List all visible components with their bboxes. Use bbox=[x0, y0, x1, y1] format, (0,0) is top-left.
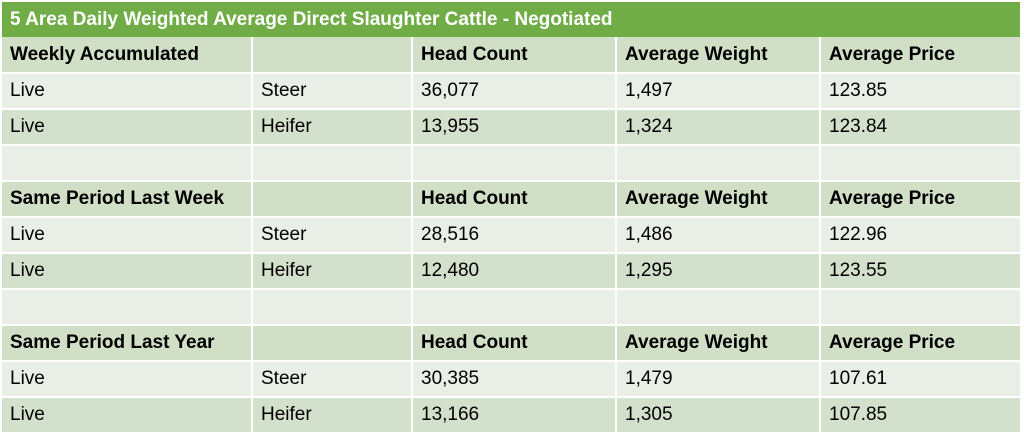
cell-average-weight: 1,479 bbox=[616, 361, 821, 398]
cell-type: Live bbox=[2, 397, 253, 434]
empty-cell bbox=[820, 145, 1020, 182]
cell-type: Live bbox=[2, 109, 253, 146]
cell-head-count: 28,516 bbox=[412, 217, 617, 254]
cell-class: Steer bbox=[252, 73, 413, 110]
empty-cell bbox=[252, 181, 413, 218]
cell-average-weight: 1,305 bbox=[616, 397, 821, 434]
cell-head-count: 13,955 bbox=[412, 109, 617, 146]
cell-head-count: 12,480 bbox=[412, 253, 617, 290]
column-header-average-price: Average Price bbox=[820, 37, 1020, 74]
column-header-average-price: Average Price bbox=[820, 181, 1020, 218]
cell-class: Steer bbox=[252, 217, 413, 254]
column-header-average-weight: Average Weight bbox=[616, 325, 821, 362]
empty-cell bbox=[252, 37, 413, 74]
cell-type: Live bbox=[2, 217, 253, 254]
cattle-report-table: Weekly Accumulated Head Count Average We… bbox=[2, 37, 1020, 434]
table-row: Live Heifer 12,480 1,295 123.55 bbox=[2, 253, 1020, 290]
cell-average-weight: 1,295 bbox=[616, 253, 821, 290]
empty-cell bbox=[2, 145, 253, 182]
cell-class: Heifer bbox=[252, 397, 413, 434]
table-row: Live Heifer 13,166 1,305 107.85 bbox=[2, 397, 1020, 434]
cell-class: Steer bbox=[252, 361, 413, 398]
cell-average-price: 123.85 bbox=[820, 73, 1020, 110]
cell-class: Heifer bbox=[252, 253, 413, 290]
column-header-head-count: Head Count bbox=[412, 37, 617, 74]
cell-class: Heifer bbox=[252, 109, 413, 146]
cell-average-price: 107.61 bbox=[820, 361, 1020, 398]
cell-head-count: 30,385 bbox=[412, 361, 617, 398]
cell-average-weight: 1,486 bbox=[616, 217, 821, 254]
empty-cell bbox=[2, 289, 253, 326]
empty-cell bbox=[252, 325, 413, 362]
cell-average-price: 122.96 bbox=[820, 217, 1020, 254]
spacer-row bbox=[2, 145, 1020, 182]
cell-head-count: 13,166 bbox=[412, 397, 617, 434]
section-label: Weekly Accumulated bbox=[2, 37, 253, 74]
cell-average-price: 123.84 bbox=[820, 109, 1020, 146]
empty-cell bbox=[616, 145, 821, 182]
section-label: Same Period Last Year bbox=[2, 325, 253, 362]
empty-cell bbox=[412, 145, 617, 182]
cell-head-count: 36,077 bbox=[412, 73, 617, 110]
section-label: Same Period Last Week bbox=[2, 181, 253, 218]
column-header-average-weight: Average Weight bbox=[616, 181, 821, 218]
empty-cell bbox=[252, 145, 413, 182]
cell-average-price: 123.55 bbox=[820, 253, 1020, 290]
section-header-row: Weekly Accumulated Head Count Average We… bbox=[2, 37, 1020, 74]
table-row: Live Heifer 13,955 1,324 123.84 bbox=[2, 109, 1020, 146]
cell-average-weight: 1,324 bbox=[616, 109, 821, 146]
column-header-average-price: Average Price bbox=[820, 325, 1020, 362]
section-header-row: Same Period Last Week Head Count Average… bbox=[2, 181, 1020, 218]
section-header-row: Same Period Last Year Head Count Average… bbox=[2, 325, 1020, 362]
cell-type: Live bbox=[2, 253, 253, 290]
empty-cell bbox=[252, 289, 413, 326]
empty-cell bbox=[820, 289, 1020, 326]
table-row: Live Steer 30,385 1,479 107.61 bbox=[2, 361, 1020, 398]
cattle-report-table-container: 5 Area Daily Weighted Average Direct Sla… bbox=[2, 2, 1020, 434]
cell-type: Live bbox=[2, 361, 253, 398]
empty-cell bbox=[616, 289, 821, 326]
table-row: Live Steer 36,077 1,497 123.85 bbox=[2, 73, 1020, 110]
empty-cell bbox=[412, 289, 617, 326]
cell-average-price: 107.85 bbox=[820, 397, 1020, 434]
cell-type: Live bbox=[2, 73, 253, 110]
column-header-head-count: Head Count bbox=[412, 325, 617, 362]
column-header-average-weight: Average Weight bbox=[616, 37, 821, 74]
table-title: 5 Area Daily Weighted Average Direct Sla… bbox=[2, 2, 1020, 37]
spacer-row bbox=[2, 289, 1020, 326]
column-header-head-count: Head Count bbox=[412, 181, 617, 218]
table-row: Live Steer 28,516 1,486 122.96 bbox=[2, 217, 1020, 254]
cell-average-weight: 1,497 bbox=[616, 73, 821, 110]
